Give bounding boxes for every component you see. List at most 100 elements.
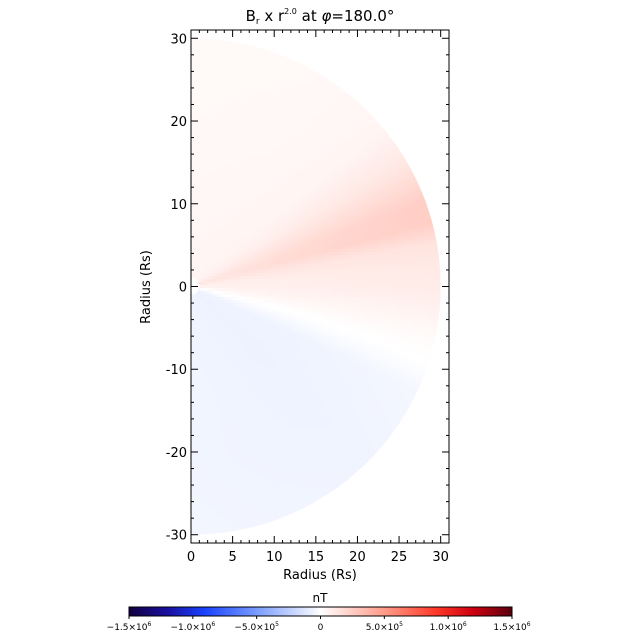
heatmap-cell [224,255,228,259]
heatmap-cell [431,225,435,229]
heatmap-cell [344,192,348,196]
heatmap-cell [305,165,309,169]
heatmap-cell [245,96,249,100]
heatmap-cell [362,156,366,160]
heatmap-cell [419,261,423,265]
heatmap-cell [209,240,213,244]
heatmap-cell [242,78,246,82]
heatmap-cell [257,168,261,172]
heatmap-cell [401,210,405,214]
heatmap-cell [377,153,381,157]
heatmap-cell [302,177,306,181]
heatmap-cell [320,243,324,247]
heatmap-cell [317,195,321,199]
heatmap-cell [338,219,342,223]
heatmap-cell [368,252,372,256]
heatmap-cell [401,261,405,265]
heatmap-cell [299,231,303,235]
heatmap-cell [266,144,270,148]
heatmap-cell [305,219,309,223]
heatmap-cell [416,210,420,214]
heatmap-cell [206,165,210,169]
heatmap-cell [365,114,369,118]
heatmap-cell [245,120,249,124]
heatmap-cell [248,84,252,88]
heatmap-cell [248,222,252,226]
heatmap-cell [272,207,276,211]
heatmap-cell [260,105,264,109]
heatmap-cell [260,231,264,235]
heatmap-cell [395,264,399,268]
heatmap-cell [239,231,243,235]
heatmap-cell [335,123,339,127]
heatmap-cell [377,234,381,238]
heatmap-cell [350,147,354,151]
heatmap-cell [230,99,234,103]
heatmap-cell [356,189,360,193]
heatmap-cell [299,108,303,112]
heatmap-cell [200,51,204,55]
heatmap-cell [227,87,231,91]
heatmap-cell [239,51,243,55]
heatmap-cell [368,240,372,244]
heatmap-cell [422,243,426,247]
heatmap-cell [404,156,408,160]
heatmap-cell [197,237,201,241]
heatmap-cell [419,249,423,253]
heatmap-cell [251,243,255,247]
heatmap-cell [284,204,288,208]
heatmap-cell [338,231,342,235]
heatmap-cell [398,210,402,214]
heatmap-cell [395,156,399,160]
heatmap-cell [293,78,297,82]
heatmap-cell [209,123,213,127]
heatmap-cell [203,195,207,199]
heatmap-cell [233,111,237,115]
heatmap-cell [293,222,297,226]
heatmap-cell [269,66,273,70]
heatmap-cell [215,246,219,250]
heatmap-cell [329,261,333,265]
heatmap-cell [332,243,336,247]
heatmap-cell [317,222,321,226]
heatmap-cell [374,174,378,178]
heatmap-cell [404,174,408,178]
heatmap-cell [242,186,246,190]
heatmap-cell [386,186,390,190]
heatmap-cell [212,246,216,250]
heatmap-cell [251,72,255,76]
heatmap-cell [230,162,234,166]
heatmap-cell [281,120,285,124]
heatmap-cell [374,159,378,163]
heatmap-cell [287,201,291,205]
heatmap-cell [251,168,255,172]
heatmap-cell [362,252,366,256]
heatmap-cell [233,216,237,220]
heatmap-cell [347,195,351,199]
heatmap-cell [230,39,234,43]
heatmap-cell [305,153,309,157]
heatmap-cell [380,213,384,217]
heatmap-cell [278,168,282,172]
heatmap-cell [377,126,381,130]
heatmap-cell [227,132,231,136]
heatmap-cell [302,168,306,172]
heatmap-cell [302,258,306,262]
heatmap-cell [314,162,318,166]
heatmap-cell [332,216,336,220]
heatmap-cell [335,147,339,151]
heatmap-cell [308,198,312,202]
heatmap-cell [314,243,318,247]
heatmap-cell [311,258,315,262]
heatmap-cell [221,60,225,64]
heatmap-cell [197,123,201,127]
heatmap-cell [260,156,264,160]
heatmap-cell [368,186,372,190]
heatmap-cell [389,159,393,163]
heatmap-cell [227,249,231,253]
heatmap-cell [245,48,249,52]
heatmap-cell [236,150,240,154]
heatmap-cell [251,60,255,64]
heatmap-cell [296,162,300,166]
heatmap-cell [350,255,354,259]
